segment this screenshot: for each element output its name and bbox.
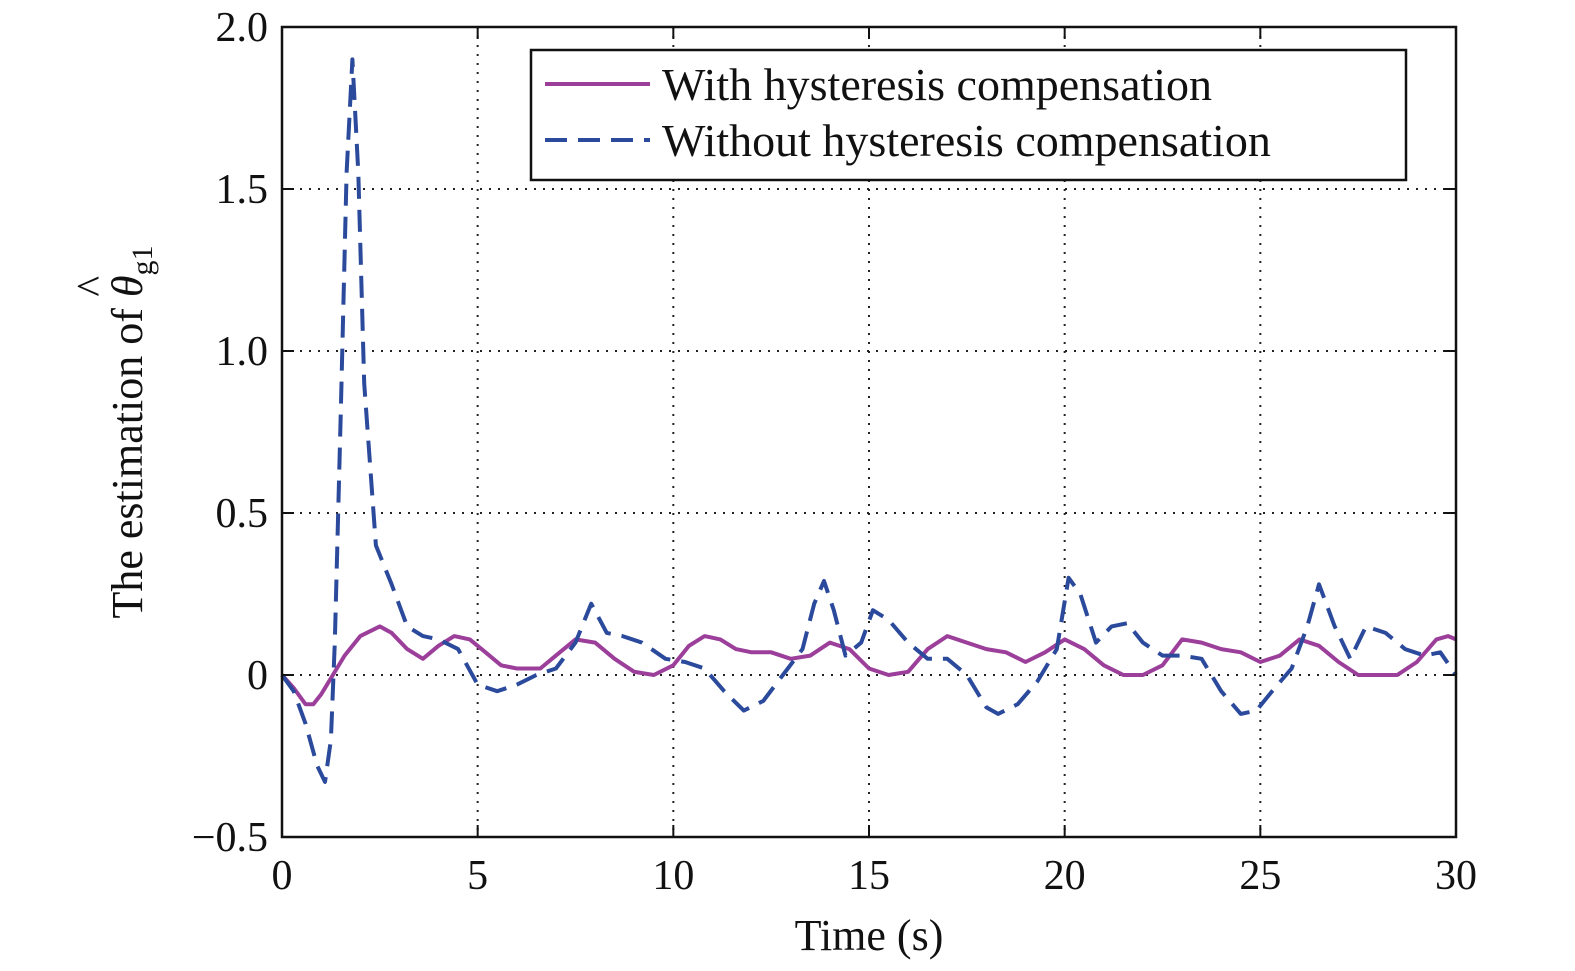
y-tick-label: 1.0 bbox=[216, 329, 269, 375]
x-axis-label: Time (s) bbox=[795, 911, 944, 960]
x-tick-label: 25 bbox=[1239, 853, 1281, 899]
tick-layer: 0 5 10 15 20 25 30−0.500.51.01.52.0 bbox=[192, 5, 1477, 899]
y-tick-label: 2.0 bbox=[216, 5, 269, 51]
y-tick-label: 1.5 bbox=[216, 167, 269, 213]
y-axis-label-text: The estimation of θg1 bbox=[103, 246, 159, 619]
series-line-with-compensation bbox=[280, 624, 1457, 707]
x-tick-label: 5 bbox=[467, 853, 488, 899]
x-tick-label: 15 bbox=[848, 853, 890, 899]
legend-box bbox=[529, 48, 1408, 182]
y-axis-label: The estimation of θg1 ^ bbox=[68, 246, 159, 619]
x-tick-label: 10 bbox=[652, 853, 694, 899]
y-axis-label-symbol: θ bbox=[103, 276, 152, 298]
y-tick-label: −0.5 bbox=[192, 815, 268, 861]
legend-label-with-compensation: With hysteresis compensation bbox=[662, 59, 1212, 110]
x-tick-label: 20 bbox=[1044, 853, 1086, 899]
y-tick-label: 0.5 bbox=[216, 491, 269, 537]
legend-label-without-compensation: Without hysteresis compensation bbox=[662, 115, 1271, 166]
y-axis-label-prefix: The estimation of bbox=[103, 297, 152, 618]
y-axis-label-hat: ^ bbox=[68, 276, 117, 297]
y-axis-label-subscript: g1 bbox=[126, 246, 159, 276]
legend: With hysteresis compensation Without hys… bbox=[529, 48, 1408, 182]
x-tick-label: 30 bbox=[1435, 853, 1477, 899]
x-tick-label: 0 bbox=[272, 853, 293, 899]
series-line-without-compensation bbox=[280, 57, 1458, 784]
y-tick-label: 0 bbox=[247, 653, 268, 699]
series-layer bbox=[280, 57, 1458, 784]
